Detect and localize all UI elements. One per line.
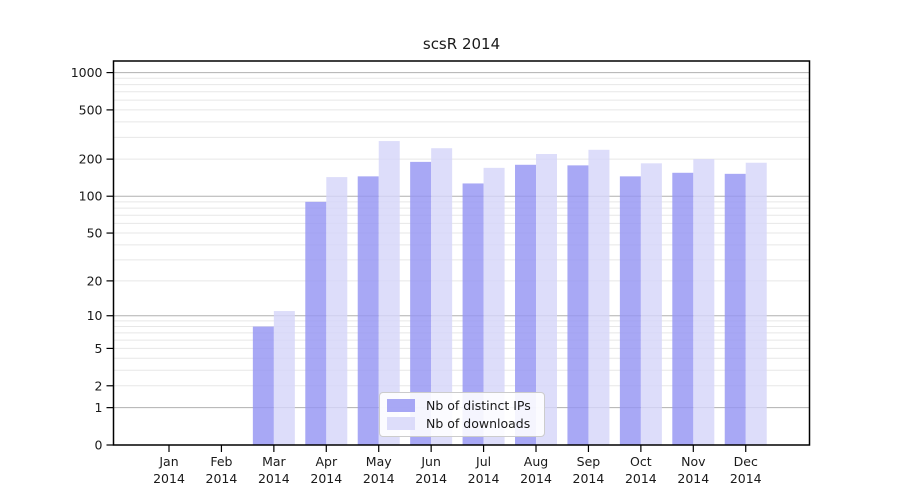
plot-border bbox=[112, 60, 811, 446]
x-tick-label-month: Feb bbox=[210, 454, 232, 469]
bar-distinct-ips-oct bbox=[619, 176, 641, 445]
y-tick-label: 1000 bbox=[71, 65, 103, 80]
bar-downloads-nov bbox=[693, 159, 715, 445]
x-tick-label-year: 2014 bbox=[363, 471, 395, 486]
legend-swatch-distinct-ips bbox=[387, 399, 415, 413]
bar-downloads-aug bbox=[536, 154, 558, 445]
x-tick-label-month: Jul bbox=[475, 454, 491, 469]
x-tick-label-month: Apr bbox=[315, 454, 337, 469]
y-tick-label: 5 bbox=[95, 341, 103, 356]
legend-entry-downloads: Nb of downloads bbox=[387, 415, 535, 432]
legend-label-distinct-ips: Nb of distinct IPs bbox=[426, 398, 531, 414]
x-tick-label-year: 2014 bbox=[415, 471, 447, 486]
x-tick-label-year: 2014 bbox=[625, 471, 657, 486]
bar-downloads-apr bbox=[326, 177, 348, 445]
y-tick-label: 2 bbox=[95, 378, 103, 393]
y-tick-label: 0 bbox=[95, 438, 103, 453]
x-tick-label-year: 2014 bbox=[573, 471, 605, 486]
x-tick-label-year: 2014 bbox=[258, 471, 290, 486]
y-tick-label: 10 bbox=[87, 308, 103, 323]
bar-downloads-oct bbox=[640, 163, 662, 445]
legend: Nb of distinct IPs Nb of downloads bbox=[379, 392, 545, 437]
bar-downloads-sep bbox=[588, 149, 610, 445]
y-tick-label: 500 bbox=[79, 102, 103, 117]
bar-downloads-may bbox=[378, 141, 400, 446]
x-tick-label-month: Mar bbox=[262, 454, 286, 469]
bar-downloads-jun bbox=[431, 148, 453, 445]
y-tick-label: 1 bbox=[95, 400, 103, 415]
bar-distinct-ips-jul bbox=[462, 183, 484, 445]
y-tick-label: 200 bbox=[79, 152, 103, 167]
x-tick-label-month: Sep bbox=[577, 454, 601, 469]
bar-distinct-ips-apr bbox=[305, 201, 327, 445]
bar-distinct-ips-mar bbox=[252, 326, 274, 445]
x-tick-label-year: 2014 bbox=[206, 471, 238, 486]
bar-downloads-mar bbox=[273, 311, 295, 445]
x-tick-label-year: 2014 bbox=[677, 471, 709, 486]
legend-entry-distinct-ips: Nb of distinct IPs bbox=[387, 397, 535, 414]
bar-distinct-ips-jun bbox=[410, 161, 432, 445]
bar-distinct-ips-may bbox=[357, 176, 379, 445]
x-tick-label-month: Aug bbox=[524, 454, 548, 469]
bar-downloads-dec bbox=[745, 162, 767, 445]
x-tick-label-year: 2014 bbox=[520, 471, 552, 486]
bar-downloads-jul bbox=[483, 167, 505, 445]
bar-distinct-ips-sep bbox=[567, 165, 589, 445]
legend-swatch-downloads bbox=[387, 416, 415, 430]
y-tick-label: 50 bbox=[87, 226, 103, 241]
x-tick-label-year: 2014 bbox=[468, 471, 500, 486]
x-tick-label-year: 2014 bbox=[153, 471, 185, 486]
bar-distinct-ips-nov bbox=[672, 172, 694, 445]
y-tick-label: 20 bbox=[87, 273, 103, 288]
legend-label-downloads: Nb of downloads bbox=[426, 415, 531, 431]
x-tick-label-year: 2014 bbox=[730, 471, 762, 486]
x-tick-label-month: Dec bbox=[734, 454, 758, 469]
x-tick-label-month: May bbox=[366, 454, 392, 469]
bar-distinct-ips-dec bbox=[724, 173, 746, 445]
x-tick-label-year: 2014 bbox=[310, 471, 342, 486]
bar-distinct-ips-aug bbox=[515, 164, 537, 445]
y-tick-label: 100 bbox=[79, 189, 103, 204]
x-tick-label-month: Nov bbox=[681, 454, 706, 469]
x-tick-label-month: Oct bbox=[630, 454, 652, 469]
x-tick-label-month: Jun bbox=[420, 454, 441, 469]
x-tick-label-month: Jan bbox=[158, 454, 178, 469]
chart-title: scsR 2014 bbox=[422, 35, 501, 53]
